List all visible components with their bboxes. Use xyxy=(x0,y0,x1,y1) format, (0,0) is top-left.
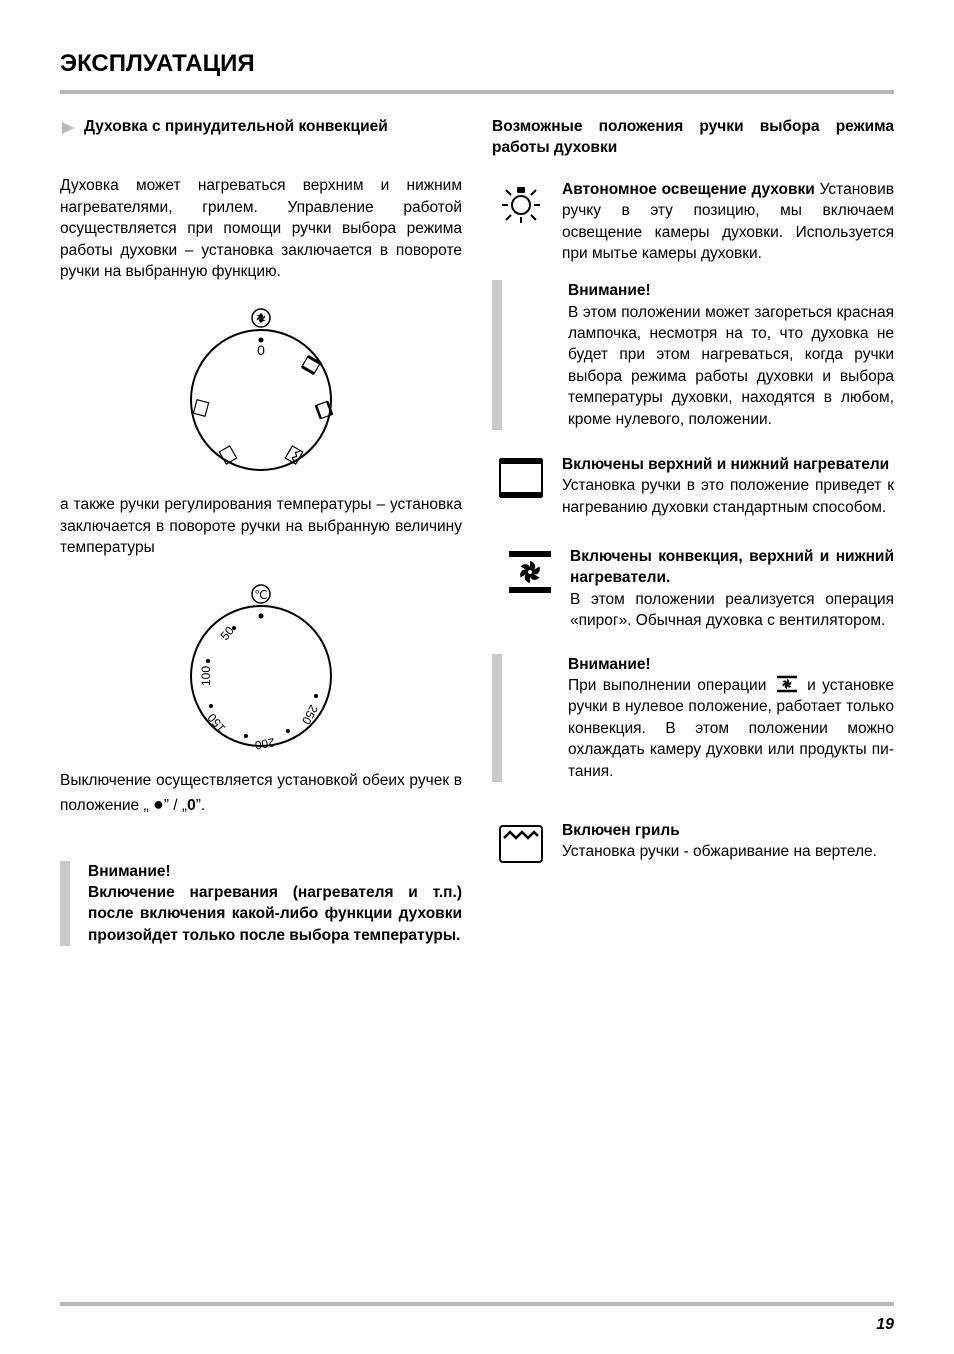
mode-top-bottom: Включены верхний и нижний нагреватели Ус… xyxy=(492,454,894,518)
grill-icon xyxy=(492,822,550,866)
mode-top-bottom-body: Установка ручки в это положение приведет… xyxy=(562,475,894,518)
svg-text:0: 0 xyxy=(257,342,265,358)
temperature-dial-icon: ℃ 50 100 150 200 250 xyxy=(176,576,346,756)
function-dial-icon: 0 xyxy=(176,300,346,480)
mode-grill: Включен гриль Установка ручки - обжарива… xyxy=(492,820,894,866)
gray-bar-icon xyxy=(60,861,70,947)
left-attention-text: Внимание! Включение нагревания (нагре­ва… xyxy=(88,861,462,947)
convection-icon xyxy=(502,548,558,596)
mode-top-bottom-title: Включены верхний и нижний нагреватели xyxy=(562,454,894,475)
light-icon xyxy=(492,181,550,227)
right-attention-1-text: Внимание! В этом положении может загорет… xyxy=(568,280,894,430)
temperature-dial-figure: ℃ 50 100 150 200 250 xyxy=(60,576,462,756)
left-paragraph-1: Духовка может нагреваться верхним и нижн… xyxy=(60,175,462,282)
right-attention-2-body: При выполнении операции и уст xyxy=(568,675,894,782)
left-attention-title: Внимание! xyxy=(88,861,462,882)
triangle-marker-icon xyxy=(60,120,76,136)
right-attention-1: Внимание! В этом положении может загорет… xyxy=(492,280,894,430)
mode-grill-body: Установка ручки - обжаривание на вертеле… xyxy=(562,841,894,862)
left-paragraph-3: Выключение осуществляется установкой обе… xyxy=(60,770,462,816)
section-heading-text: Духовка с принудительной кон­векцией xyxy=(84,116,388,137)
right-column: Возможные положения ручки вы­бора режима… xyxy=(492,116,894,946)
mode-light-text: Автономное освещение духовки Установив р… xyxy=(562,179,894,265)
svg-text:℃: ℃ xyxy=(254,588,267,602)
svg-text:100: 100 xyxy=(199,666,213,686)
title-rule xyxy=(60,90,894,94)
left-column: Духовка с принудительной кон­векцией Дух… xyxy=(60,116,462,946)
right-attention-2-text: Внимание! При выполнении операции xyxy=(568,654,894,782)
p3-zero: 0 xyxy=(187,797,196,814)
left-attention-block: Внимание! Включение нагревания (нагре­ва… xyxy=(60,861,462,947)
footer-rule xyxy=(60,1302,894,1306)
mode-light: Автономное освещение духовки Установив р… xyxy=(492,179,894,265)
right-attention-1-title: Внимание! xyxy=(568,280,894,301)
svg-text:250: 250 xyxy=(299,703,321,728)
attn-icon-spacer xyxy=(520,654,568,782)
mode-convection-body: В этом положении реализуется операция «п… xyxy=(570,589,894,632)
columns: Духовка с принудительной кон­векцией Дух… xyxy=(60,116,894,946)
p3-text-a: Выключение осуществляется установкой обе… xyxy=(60,772,462,813)
right-heading: Возможные положения ручки вы­бора режима… xyxy=(492,116,894,159)
left-paragraph-2: а также ручки регулирования температуры … xyxy=(60,494,462,558)
attn-icon-spacer xyxy=(520,280,568,430)
gray-bar-icon xyxy=(492,654,502,782)
mode-convection-text: Включены конвекция, верх­ний и нижний на… xyxy=(570,546,894,632)
mode-grill-title: Включен гриль xyxy=(562,820,894,841)
page-number: 19 xyxy=(876,1316,894,1334)
mode-convection-title: Включены конвекция, верх­ний и нижний на… xyxy=(570,546,894,589)
svg-text:150: 150 xyxy=(204,711,228,736)
attn2-body-a: При выполнении операции xyxy=(568,677,773,694)
svg-text:200: 200 xyxy=(253,735,275,752)
mode-top-bottom-text: Включены верхний и нижний нагреватели Ус… xyxy=(562,454,894,518)
right-attention-1-body: В этом положении может загореть­ся красн… xyxy=(568,302,894,430)
function-dial-figure: 0 xyxy=(60,300,462,480)
p3-text-c: ”. xyxy=(196,797,205,814)
fan-top-bottom-inline-icon xyxy=(775,675,799,696)
left-attention-body: Включение нагревания (нагре­вателя и т.п… xyxy=(88,882,462,946)
section-heading: Духовка с принудительной кон­векцией xyxy=(60,116,462,137)
mode-grill-text: Включен гриль Установка ручки - обжарива… xyxy=(562,820,894,863)
mode-convection: Включены конвекция, верх­ний и нижний на… xyxy=(502,546,894,632)
p3-text-b: ” / „ xyxy=(164,797,187,814)
page-title: ЭКСПЛУАТАЦИЯ xyxy=(60,50,894,78)
mode-light-title: Автономное освещение духовки xyxy=(562,181,815,198)
right-attention-2-title: Внимание! xyxy=(568,654,894,675)
gray-bar-icon xyxy=(492,280,502,430)
dot-symbol: ● xyxy=(153,794,164,814)
top-bottom-heat-icon xyxy=(492,456,550,500)
right-attention-2: Внимание! При выполнении операции xyxy=(492,654,894,782)
